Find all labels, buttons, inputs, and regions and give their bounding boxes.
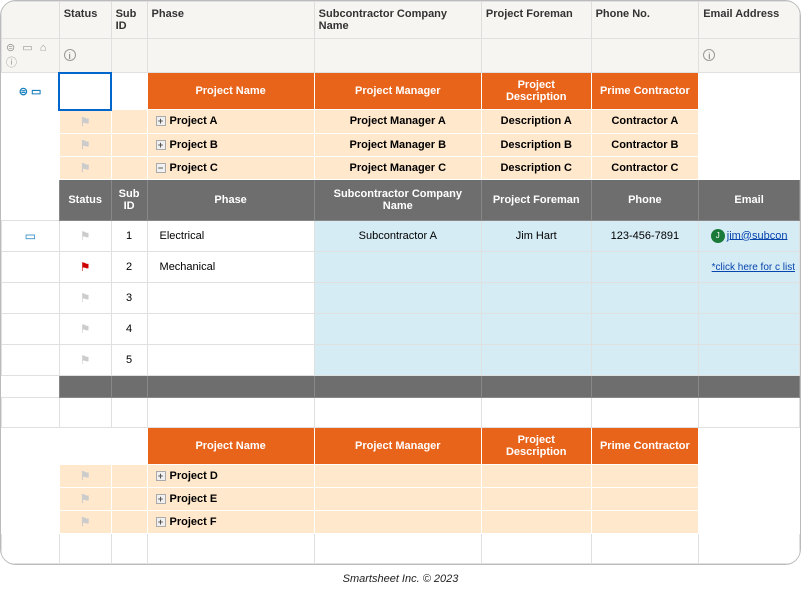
gh-subid: Sub ID xyxy=(111,179,147,220)
cell-email[interactable]: Jjim@subcon xyxy=(699,220,800,251)
footer-copyright: Smartsheet Inc. © 2023 xyxy=(0,565,801,593)
flag-icon[interactable]: ⚑ xyxy=(80,115,91,129)
project-row[interactable]: ⚑ + Project A Project Manager A Descripti… xyxy=(2,110,800,134)
hdr-project-manager: Project Manager xyxy=(314,73,481,110)
section-header-top: ⊜ ▭ Project Name Project Manager Project… xyxy=(2,73,800,110)
cell-subid[interactable]: 4 xyxy=(111,313,147,344)
project-row[interactable]: ⚑ −Project C Project Manager C Descripti… xyxy=(2,156,800,179)
row-header-blank xyxy=(2,2,60,39)
project-name: Project B xyxy=(170,139,218,151)
blank-row xyxy=(2,397,800,427)
avatar: J xyxy=(711,229,725,243)
col-phoneno[interactable]: Phone No. xyxy=(591,2,699,39)
expand-icon[interactable]: + xyxy=(156,140,166,150)
project-desc: Description C xyxy=(481,156,591,179)
gh-phone: Phone xyxy=(591,179,699,220)
hdr-project-desc: Project Description xyxy=(481,73,591,110)
gh-status: Status xyxy=(59,179,111,220)
col-phase[interactable]: Phase xyxy=(147,2,314,39)
gh-phase: Phase xyxy=(147,179,314,220)
column-header-row: Status Sub ID Phase Subcontractor Compan… xyxy=(2,2,800,39)
icon-row: ⊜ ▭ ⌂ ⓘ i i xyxy=(2,39,800,73)
project-row[interactable]: ⚑ + Project E xyxy=(2,487,800,510)
project-name: Project C xyxy=(170,162,218,174)
expand-icon[interactable]: + xyxy=(156,494,166,504)
project-contractor: Contractor B xyxy=(591,133,699,156)
flag-icon[interactable]: ⚑ xyxy=(80,161,91,175)
hdr-prime-contractor: Prime Contractor xyxy=(591,427,699,464)
project-desc: Description A xyxy=(481,110,591,134)
flag-icon[interactable]: ⚑ xyxy=(80,492,91,506)
comment-icon[interactable]: ▭ xyxy=(25,229,36,243)
selected-cell[interactable] xyxy=(59,73,111,110)
section-header-bottom: Project Name Project Manager Project Des… xyxy=(2,427,800,464)
project-contractor: Contractor C xyxy=(591,156,699,179)
sub-header-row: Status Sub ID Phase Subcontractor Compan… xyxy=(2,179,800,220)
flag-icon[interactable]: ⚑ xyxy=(80,260,91,274)
hdr-project-name: Project Name xyxy=(147,427,314,464)
project-row[interactable]: ⚑ + Project F xyxy=(2,510,800,533)
project-contractor: Contractor A xyxy=(591,110,699,134)
email-link[interactable]: jim@subcon xyxy=(727,229,788,241)
flag-icon[interactable]: ⚑ xyxy=(80,322,91,336)
gh-subco: Subcontractor Company Name xyxy=(314,179,481,220)
flag-icon[interactable]: ⚑ xyxy=(80,138,91,152)
email-col-info[interactable]: i xyxy=(699,39,800,73)
gh-foreman: Project Foreman xyxy=(481,179,591,220)
hdr-project-desc: Project Description xyxy=(481,427,591,464)
expand-icon[interactable]: + xyxy=(156,116,166,126)
collapse-icon[interactable]: − xyxy=(156,163,166,173)
expand-icon[interactable]: + xyxy=(156,471,166,481)
project-row[interactable]: ⚑ + Project D xyxy=(2,464,800,487)
flag-icon[interactable]: ⚑ xyxy=(80,353,91,367)
project-manager: Project Manager C xyxy=(314,156,481,179)
status-col-info[interactable]: i xyxy=(59,39,111,73)
main-grid: Status Sub ID Phase Subcontractor Compan… xyxy=(1,1,800,565)
table-row[interactable]: ⚑ 3 xyxy=(2,282,800,313)
cell-subco[interactable]: Subcontractor A xyxy=(314,220,481,251)
cell-phone[interactable]: 123-456-7891 xyxy=(591,220,699,251)
project-name: Project F xyxy=(170,516,217,528)
table-row[interactable]: ⚑ 2 Mechanical *click here for c list xyxy=(2,251,800,282)
cell-subid[interactable]: 2 xyxy=(111,251,147,282)
project-desc: Description B xyxy=(481,133,591,156)
table-row[interactable]: ⚑ 5 xyxy=(2,344,800,375)
expand-icon[interactable]: + xyxy=(156,517,166,527)
row-indicator[interactable]: ⊜ ▭ xyxy=(2,73,60,110)
section-spacer xyxy=(2,375,800,397)
attachment-icons: ⊜ ▭ ⌂ ⓘ xyxy=(2,39,60,73)
hdr-project-name: Project Name xyxy=(147,73,314,110)
project-manager: Project Manager A xyxy=(314,110,481,134)
cell-subid[interactable]: 5 xyxy=(111,344,147,375)
sheet-frame: Status Sub ID Phase Subcontractor Compan… xyxy=(0,0,801,565)
cell-subid[interactable]: 3 xyxy=(111,282,147,313)
cell-phase[interactable]: Mechanical xyxy=(147,251,314,282)
cell-foreman[interactable]: Jim Hart xyxy=(481,220,591,251)
gh-email: Email xyxy=(699,179,800,220)
flag-icon[interactable]: ⚑ xyxy=(80,469,91,483)
col-email[interactable]: Email Address xyxy=(699,2,800,39)
cell-subid[interactable]: 1 xyxy=(111,220,147,251)
flag-icon[interactable]: ⚑ xyxy=(80,291,91,305)
col-foreman[interactable]: Project Foreman xyxy=(481,2,591,39)
table-row[interactable]: ⚑ 4 xyxy=(2,313,800,344)
hdr-prime-contractor: Prime Contractor xyxy=(591,73,699,110)
col-subid[interactable]: Sub ID xyxy=(111,2,147,39)
col-subco[interactable]: Subcontractor Company Name xyxy=(314,2,481,39)
project-name: Project E xyxy=(170,493,218,505)
project-name: Project D xyxy=(170,470,218,482)
flag-icon[interactable]: ⚑ xyxy=(80,515,91,529)
flag-icon[interactable]: ⚑ xyxy=(80,229,91,243)
table-row[interactable]: ▭ ⚑ 1 Electrical Subcontractor A Jim Har… xyxy=(2,220,800,251)
link-note[interactable]: *click here for c list xyxy=(712,262,795,273)
project-row[interactable]: ⚑ + Project B Project Manager B Descripti… xyxy=(2,133,800,156)
cell-phase[interactable]: Electrical xyxy=(147,220,314,251)
hdr-project-manager: Project Manager xyxy=(314,427,481,464)
project-name: Project A xyxy=(170,115,218,127)
col-status[interactable]: Status xyxy=(59,2,111,39)
project-manager: Project Manager B xyxy=(314,133,481,156)
